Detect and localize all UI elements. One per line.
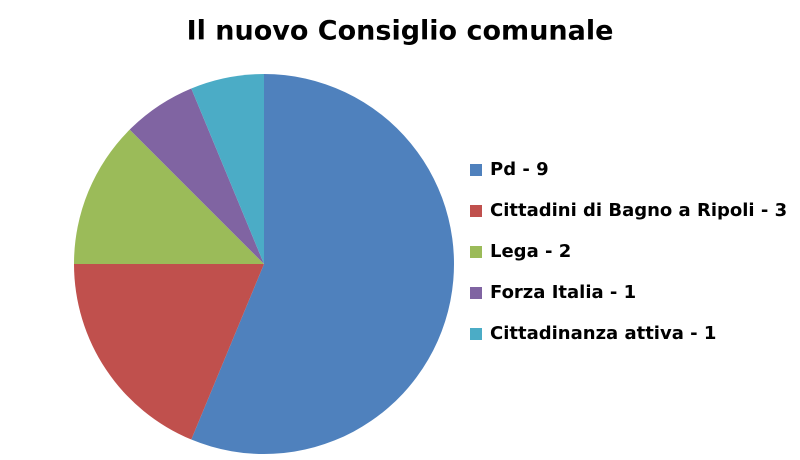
pie-slice [191,74,264,264]
chart-title: Il nuovo Consiglio comunale [187,16,614,47]
pie-slice [74,264,264,440]
legend-label: Cittadinanza attiva - 1 [490,323,716,344]
pie-slice [74,129,264,264]
legend-swatch [470,205,482,217]
pie-slice [129,88,264,264]
legend-label: Lega - 2 [490,241,571,262]
legend-label: Forza Italia - 1 [490,282,636,303]
legend-swatch [470,287,482,299]
legend-swatch [470,164,482,176]
legend-label: Pd - 9 [490,159,549,180]
pie-slice [191,74,454,454]
legend-swatch [470,246,482,258]
legend-label: Cittadini di Bagno a Ripoli - 3 [490,200,787,221]
legend-swatch [470,328,482,340]
